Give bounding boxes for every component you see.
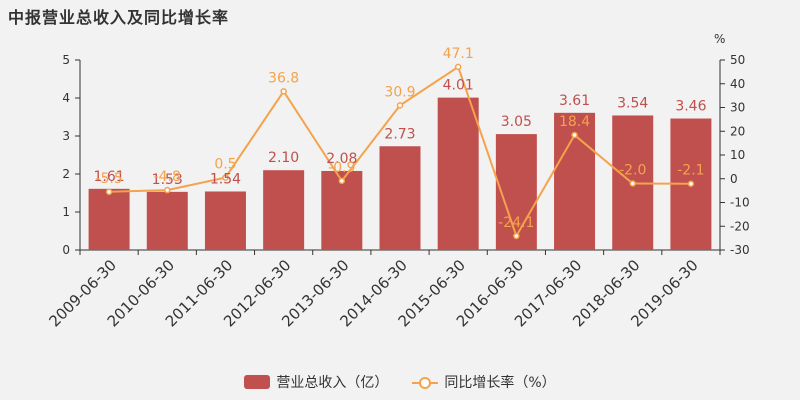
growth-point bbox=[164, 186, 171, 194]
growth-data-label: -4.8 bbox=[154, 169, 181, 185]
revenue-bar bbox=[146, 191, 188, 250]
legend-label-revenue: 营业总收入（亿） bbox=[276, 375, 389, 391]
growth-data-label: -2.1 bbox=[677, 163, 704, 179]
growth-data-label: -24.1 bbox=[498, 215, 534, 231]
legend-line-marker-icon bbox=[412, 375, 439, 389]
growth-data-label: 0.5 bbox=[214, 157, 236, 173]
legend-label-growth: 同比增长率（%） bbox=[444, 375, 556, 391]
revenue-bar bbox=[379, 146, 421, 250]
revenue-data-label: 3.54 bbox=[617, 95, 648, 111]
revenue-data-label: 2.73 bbox=[384, 126, 415, 142]
legend-item-growth[interactable]: 同比增长率（%） bbox=[412, 372, 556, 392]
revenue-data-label: 1.54 bbox=[210, 171, 241, 187]
growth-point bbox=[105, 188, 113, 196]
growth-point bbox=[629, 180, 636, 187]
legend-bar-swatch-icon bbox=[244, 375, 271, 389]
legend-item-revenue[interactable]: 营业总收入（亿） bbox=[244, 372, 388, 392]
revenue-data-label: 3.61 bbox=[559, 93, 590, 109]
growth-point bbox=[571, 131, 578, 139]
revenue-data-label: 4.01 bbox=[443, 78, 474, 94]
y-right-tick-label: 20 bbox=[730, 124, 745, 138]
growth-data-label: -0.9 bbox=[328, 160, 355, 176]
y-left-tick-label: 1 bbox=[62, 205, 70, 219]
y-right-tick-label: 10 bbox=[730, 148, 745, 162]
y-right-tick-label: 30 bbox=[730, 101, 745, 115]
y-left-tick-label: 3 bbox=[62, 129, 70, 143]
y-right-tick-label: 0 bbox=[730, 172, 738, 186]
y-left-tick-label: 2 bbox=[62, 167, 70, 181]
growth-data-label: 36.8 bbox=[268, 70, 299, 86]
revenue-data-label: 1.61 bbox=[94, 169, 125, 185]
growth-point bbox=[396, 102, 404, 109]
chart-canvas: 012345-30-20-1001020304050%2009-06-30201… bbox=[46, 32, 750, 330]
growth-point bbox=[687, 180, 695, 187]
growth-data-label: -2.0 bbox=[619, 163, 646, 179]
chart-title: 中报营业总收入及同比增长率 bbox=[8, 8, 230, 27]
revenue-data-label: 2.10 bbox=[268, 150, 299, 166]
y-left-tick-label: 5 bbox=[62, 53, 70, 67]
y-right-tick-label: -30 bbox=[730, 243, 750, 257]
growth-data-label: -5.5 bbox=[95, 171, 122, 187]
revenue-data-label: 1.53 bbox=[152, 172, 183, 188]
y-right-tick-label: -10 bbox=[730, 196, 750, 210]
revenue-bar bbox=[263, 170, 305, 250]
revenue-bar bbox=[437, 97, 479, 251]
y-right-tick-label: -20 bbox=[730, 219, 750, 233]
y-right-unit: % bbox=[714, 32, 725, 46]
revenue-data-label: 3.05 bbox=[501, 114, 532, 130]
growth-point bbox=[280, 88, 287, 95]
y-left-tick-label: 0 bbox=[62, 243, 70, 257]
revenue-data-label: 3.46 bbox=[675, 99, 706, 115]
y-right-tick-label: 40 bbox=[730, 77, 745, 91]
growth-data-label: 18.4 bbox=[559, 114, 590, 130]
growth-point bbox=[513, 232, 520, 240]
revenue-bar bbox=[88, 188, 130, 250]
y-right-tick-label: 50 bbox=[730, 53, 745, 67]
revenue-bar bbox=[495, 134, 537, 250]
revenue-data-label: 2.08 bbox=[326, 151, 357, 167]
growth-point bbox=[222, 174, 229, 181]
chart-legend: 营业总收入（亿） 同比增长率（%） bbox=[0, 372, 800, 392]
y-left-tick-label: 4 bbox=[62, 91, 70, 105]
growth-data-label: 47.1 bbox=[443, 46, 474, 62]
revenue-bar bbox=[204, 191, 246, 250]
growth-point bbox=[338, 177, 346, 185]
growth-point bbox=[454, 63, 462, 71]
growth-data-label: 30.9 bbox=[384, 84, 415, 100]
